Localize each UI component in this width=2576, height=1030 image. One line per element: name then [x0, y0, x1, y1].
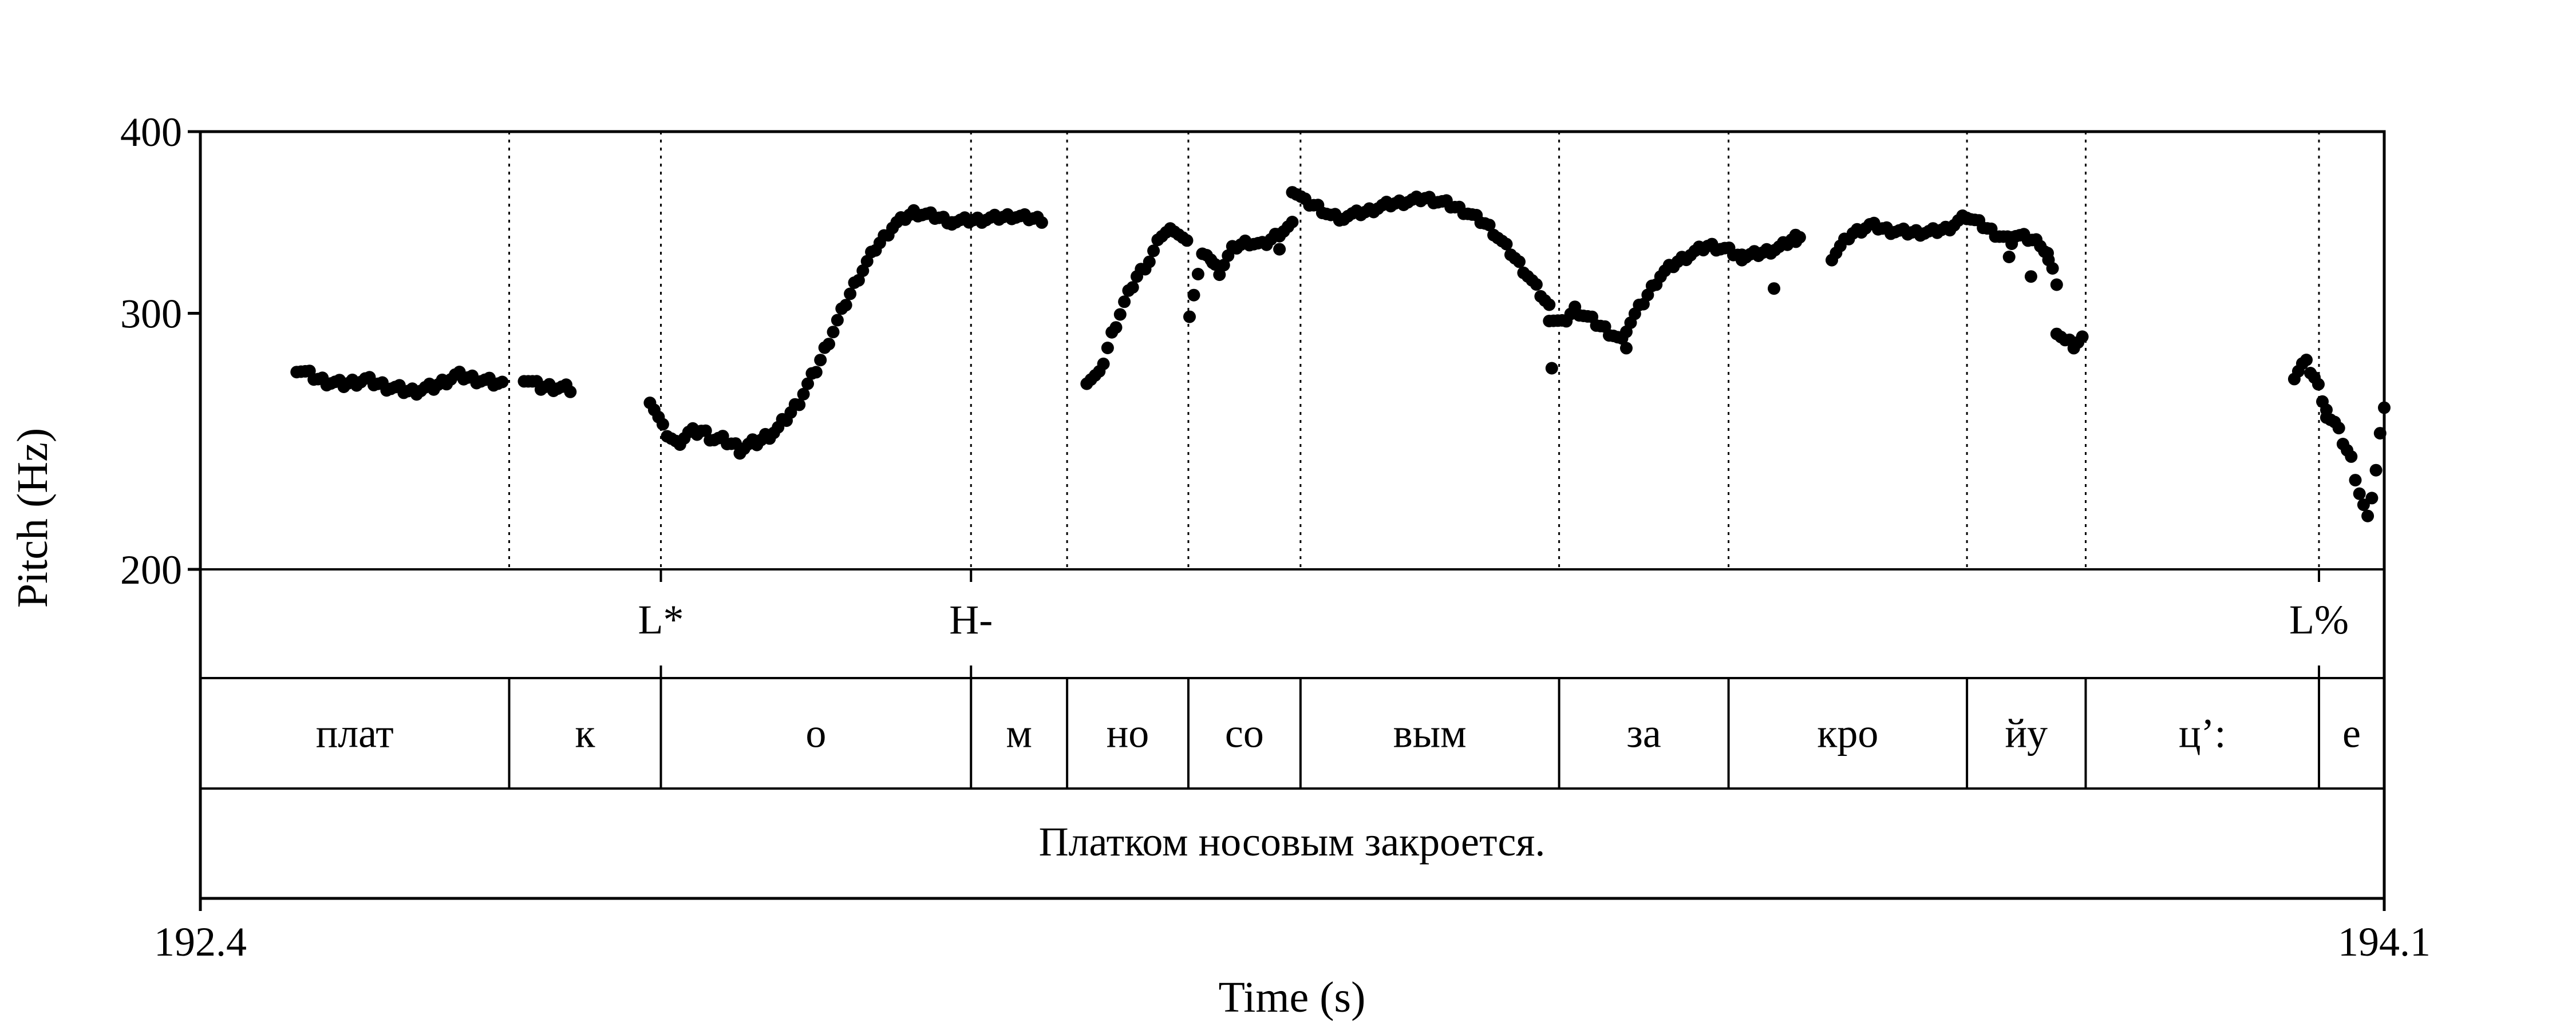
pitch-point — [1513, 255, 1526, 268]
segment-tier: плат к о м но со вым за кро йу ц’: е — [316, 711, 2361, 756]
pitch-point — [2369, 464, 2383, 477]
pitch-point — [1097, 357, 1110, 370]
pitch-point — [2300, 354, 2313, 366]
y-axis-label: Pitch (Hz) — [9, 428, 57, 608]
pitch-point — [801, 377, 814, 390]
pitch-point — [1126, 281, 1139, 294]
pitch-points — [290, 186, 2391, 522]
pitch-point — [856, 264, 870, 278]
pitch-point — [1109, 321, 1123, 334]
tone-label-0: L* — [638, 597, 684, 643]
pitch-point — [1789, 235, 1803, 248]
y-axis: 200 300 400 — [120, 109, 200, 593]
segment-boundaries — [508, 132, 2320, 789]
pitch-point — [831, 314, 844, 327]
pitch-point — [1500, 237, 1513, 251]
pitch-point — [1180, 234, 1194, 247]
pitch-point — [839, 299, 852, 312]
pitch-point — [1118, 295, 1131, 308]
pitch-point — [1113, 308, 1127, 321]
segment-label-2: о — [805, 711, 826, 756]
pitch-point — [1270, 228, 1283, 241]
segment-label-3: м — [1006, 711, 1032, 756]
pitch-point — [699, 424, 712, 437]
pitch-point — [2050, 278, 2063, 291]
pitch-point — [1035, 216, 1048, 229]
x-tick-label-0: 192.4 — [154, 919, 247, 965]
x-tick-label-1: 194.1 — [2338, 919, 2431, 965]
pitch-point — [1147, 244, 1160, 258]
pitch-point — [809, 366, 823, 379]
pitch-point — [1213, 268, 1226, 282]
pitch-point — [2373, 427, 2387, 440]
segment-label-7: за — [1626, 711, 1661, 756]
segment-label-6: вым — [1393, 711, 1467, 756]
pitch-point — [1222, 249, 1235, 262]
tone-label-1: H- — [949, 597, 993, 643]
pitch-point — [2041, 247, 2054, 260]
y-tick-label-400: 400 — [120, 109, 182, 155]
pitch-point — [2345, 450, 2358, 463]
pitch-point — [1101, 342, 1114, 354]
pitch-point — [1187, 288, 1200, 302]
x-axis-label: Time (s) — [1219, 973, 1366, 1021]
pitch-point — [2002, 251, 2016, 263]
pitch-point — [496, 375, 509, 389]
pitch-point — [797, 387, 810, 401]
pitch-point — [852, 274, 865, 287]
pitch-point — [1530, 278, 1543, 291]
pitch-point — [1286, 216, 1299, 228]
tone-label-2: L% — [2289, 597, 2349, 643]
pitch-point — [1620, 342, 1633, 355]
segment-label-5: со — [1225, 711, 1264, 756]
pitch-point — [1143, 255, 1156, 268]
pitch-point — [827, 326, 840, 339]
pitch-point — [1545, 362, 1558, 375]
y-tick-label-200: 200 — [120, 547, 182, 593]
segment-label-1: к — [575, 711, 596, 756]
segment-label-0: плат — [316, 711, 394, 756]
pitch-point — [2046, 262, 2059, 275]
pitch-point — [823, 338, 835, 351]
pitch-point — [2361, 509, 2374, 522]
pitch-point — [1768, 282, 1780, 295]
pitch-point — [2076, 330, 2089, 343]
segment-label-9: йу — [2005, 711, 2048, 756]
plot-frame — [199, 130, 2386, 900]
sentence-label: Платком носовым закроется. — [1039, 819, 1546, 865]
pitch-point — [1543, 298, 1556, 311]
pitch-point — [1483, 219, 1496, 232]
pitch-point — [1217, 259, 1230, 272]
pitch-point — [1273, 243, 1286, 256]
pitch-point — [2353, 487, 2366, 500]
pitch-point — [1191, 268, 1204, 280]
pitch-point — [564, 385, 577, 398]
pitch-point — [2378, 401, 2391, 414]
pitch-point — [1183, 310, 1196, 323]
segment-label-4: но — [1107, 711, 1149, 756]
pitch-point — [793, 398, 806, 411]
pitch-point — [2332, 422, 2345, 435]
segment-label-10: ц’: — [2179, 711, 2226, 756]
pitch-point — [656, 418, 669, 431]
segment-label-11: е — [2342, 711, 2361, 756]
pitch-point — [1206, 256, 1219, 270]
pitch-point — [844, 287, 857, 300]
pitch-point — [2312, 378, 2325, 391]
y-tick-label-300: 300 — [120, 291, 182, 337]
x-axis: 192.4 194.1 — [154, 898, 2431, 965]
pitch-point — [2349, 474, 2362, 487]
pitch-point — [2024, 270, 2037, 283]
segment-label-8: кро — [1817, 711, 1878, 756]
pitch-point — [814, 354, 827, 367]
pitch-point — [2365, 492, 2379, 505]
tone-tier: L* H- L% — [638, 569, 2349, 678]
